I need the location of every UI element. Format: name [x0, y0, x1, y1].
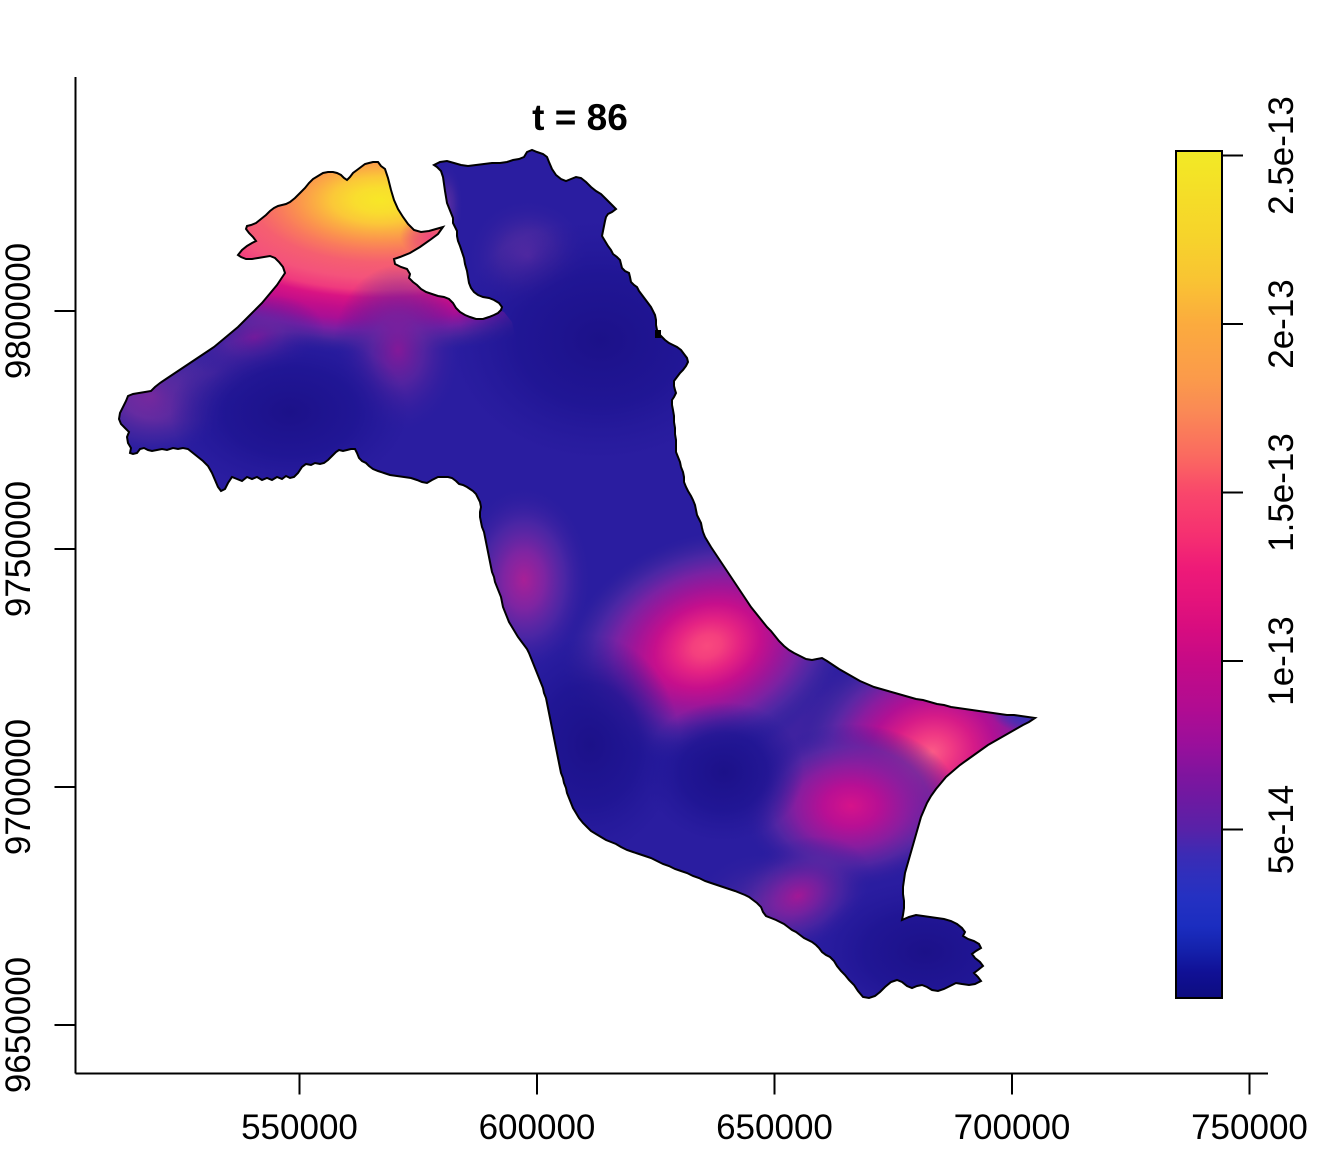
svg-text:9650000: 9650000 [0, 957, 38, 1093]
svg-text:9750000: 9750000 [0, 481, 38, 617]
svg-text:1.5e-13: 1.5e-13 [1262, 433, 1301, 552]
svg-text:2.5e-13: 2.5e-13 [1262, 96, 1301, 215]
svg-text:2e-13: 2e-13 [1262, 279, 1301, 369]
svg-text:650000: 650000 [716, 1108, 833, 1147]
svg-text:750000: 750000 [1191, 1108, 1308, 1147]
svg-text:1e-13: 1e-13 [1262, 616, 1301, 706]
svg-text:600000: 600000 [479, 1108, 596, 1147]
svg-text:9700000: 9700000 [0, 719, 38, 855]
svg-text:550000: 550000 [241, 1108, 358, 1147]
svg-text:t = 86: t = 86 [532, 97, 628, 138]
svg-text:700000: 700000 [954, 1108, 1071, 1147]
svg-text:9800000: 9800000 [0, 243, 38, 379]
svg-text:5e-14: 5e-14 [1262, 785, 1301, 875]
